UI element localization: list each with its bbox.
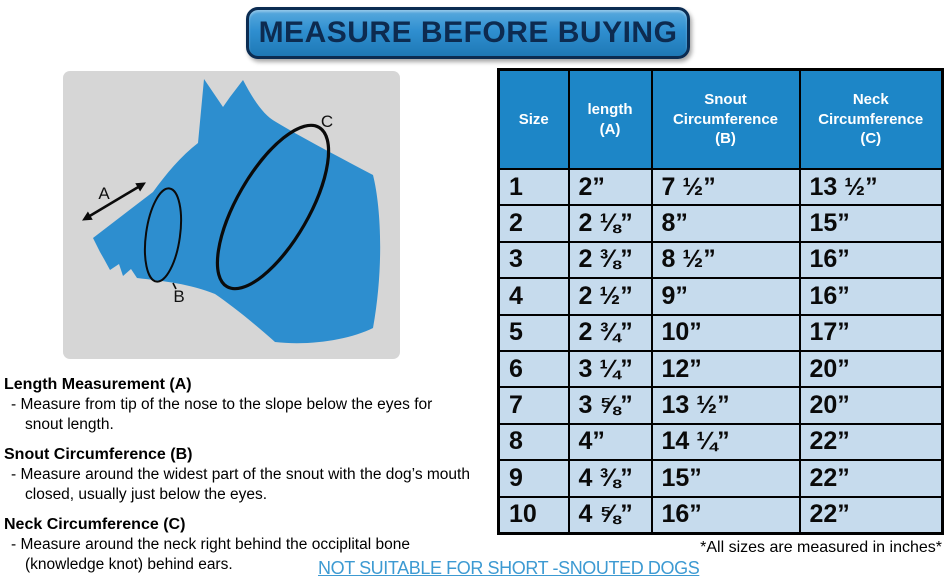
table-cell: 8” [650, 204, 801, 243]
table-cell: 4 [497, 277, 570, 316]
banner-title: MEASURE BEFORE BUYING [258, 16, 678, 49]
table-cell: 2 ½” [567, 277, 653, 316]
table-row: 1 2” 7 ½” 13 ½” [497, 167, 944, 207]
table-cell: 14 ¼” [650, 422, 801, 462]
size-chart-table: Size length (A) Snout Circumference (B) … [497, 68, 944, 535]
table-cell: 3 [497, 240, 570, 280]
table-cell: 2 ¾” [567, 313, 653, 352]
short-snouted-warning-link[interactable]: NOT SUITABLE FOR SHORT -SNOUTED DOGS [318, 558, 700, 578]
table-cell: 10 [497, 495, 570, 535]
table-cell: 16” [798, 240, 944, 280]
table-cell: 13 ½” [798, 167, 944, 207]
table-cell: 1 [497, 167, 570, 207]
instruction-heading-length: Length Measurement (A) [4, 376, 192, 393]
table-cell: 3 ¼” [567, 349, 653, 389]
measurement-instructions: Length Measurement (A) - Measure from ti… [4, 376, 474, 576]
table-cell: 8 ½” [650, 240, 801, 280]
label-c: C [321, 112, 333, 131]
col-header-size: Size [497, 68, 570, 170]
table-row: 10 4 ⅝” 16” 22” [497, 495, 944, 535]
table-cell: 2 ⅛” [567, 204, 653, 243]
table-cell: 7 ½” [650, 167, 801, 207]
label-b: B [173, 287, 184, 306]
measure-arrow-a [82, 182, 146, 221]
table-cell: 16” [798, 277, 944, 316]
table-cell: 5 [497, 313, 570, 352]
sizes-footnote: *All sizes are measured in inches* [700, 539, 942, 556]
table-cell: 13 ½” [650, 386, 801, 425]
table-cell: 15” [650, 459, 801, 498]
table-cell: 4 ⅜” [567, 459, 653, 498]
table-cell: 22” [798, 459, 944, 498]
table-cell: 16” [650, 495, 801, 535]
col-header-length: length (A) [567, 68, 653, 170]
table-cell: 9 [497, 459, 570, 498]
instruction-body-snout: - Measure around the widest part of the … [11, 465, 470, 504]
measure-ellipse-b [143, 187, 183, 283]
instruction-heading-neck: Neck Circumference (C) [4, 515, 186, 533]
label-b-tick [172, 282, 177, 290]
measure-ellipse-c [215, 123, 331, 291]
table-cell: 9” [650, 277, 801, 316]
table-cell: 15” [798, 204, 944, 243]
table-cell: 4 ⅝” [567, 495, 653, 535]
instruction-body-neck: - Measure around the neck right behind t… [11, 535, 410, 574]
table-cell: 8 [497, 422, 570, 462]
table-cell: 17” [798, 313, 944, 352]
instruction-body-length: - Measure from tip of the nose to the sl… [11, 396, 433, 434]
table-cell: 6 [497, 349, 570, 389]
dog-measurement-diagram: A B C [63, 71, 400, 359]
table-row: 8 4” 14 ¼” 22” [497, 422, 944, 462]
dog-silhouette [93, 79, 381, 344]
table-cell: 10” [650, 313, 801, 352]
table-cell: 22” [798, 422, 944, 462]
table-cell: 20” [798, 386, 944, 425]
table-cell: 12” [650, 349, 801, 389]
table-cell: 2 ⅜” [567, 240, 653, 280]
instruction-heading-snout: Snout Circumference (B) [4, 445, 193, 463]
table-cell: 7 [497, 386, 570, 425]
col-header-neck-circumference: Neck Circumference (C) [798, 68, 944, 170]
table-cell: 20” [798, 349, 944, 389]
table-cell: 4” [567, 422, 653, 462]
col-header-snout-circumference: Snout Circumference (B) [650, 68, 801, 170]
banner: MEASURE BEFORE BUYING [246, 7, 690, 59]
table-cell: 2” [567, 167, 653, 207]
table-cell: 3 ⅝” [567, 386, 653, 425]
table-header-row: Size length (A) Snout Circumference (B) … [497, 68, 944, 170]
label-a: A [98, 184, 110, 203]
dog-head-illustration: A B C [82, 79, 381, 344]
table-cell: 22” [798, 495, 944, 535]
table-cell: 2 [497, 204, 570, 243]
